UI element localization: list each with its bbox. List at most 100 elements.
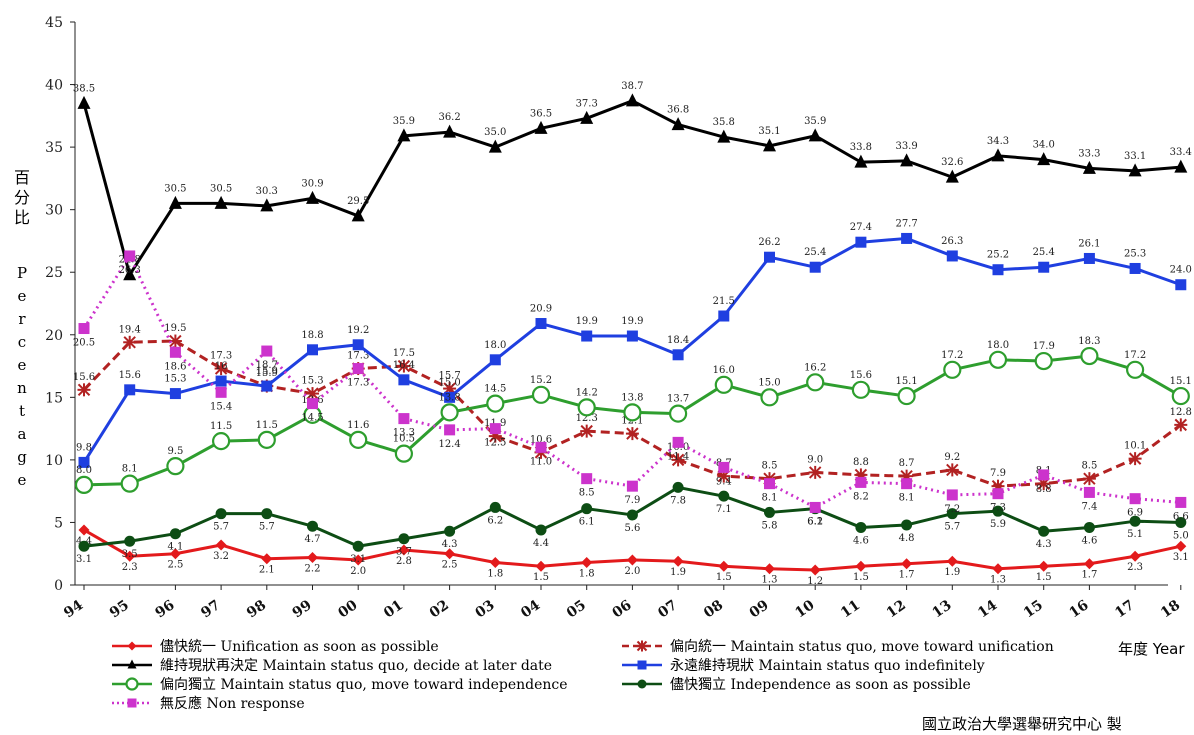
data-label: 19.5 <box>164 323 186 334</box>
point-marker <box>625 93 639 107</box>
data-label: 30.3 <box>256 186 278 197</box>
data-label: 7.3 <box>990 503 1006 514</box>
series-5: 8.08.19.511.511.513.611.610.513.814.515.… <box>74 336 1192 495</box>
data-label: 35.1 <box>758 126 780 137</box>
data-label: 15.4 <box>210 401 232 412</box>
point-marker <box>1038 469 1050 481</box>
point-marker <box>637 660 647 670</box>
data-label: 11.6 <box>347 420 369 431</box>
legend-label: 維持現狀再決定 Maintain status quo, decide at l… <box>160 658 553 674</box>
point-marker <box>124 550 136 562</box>
point-marker <box>714 375 733 394</box>
data-label: 18.7 <box>256 360 278 371</box>
point-marker <box>672 436 684 448</box>
point-marker <box>1175 279 1187 291</box>
data-label: 8.0 <box>76 465 92 476</box>
point-marker <box>1083 252 1095 264</box>
y-axis-label-char: e <box>17 471 27 489</box>
data-label: 1.5 <box>716 572 732 583</box>
point-marker <box>1129 493 1141 505</box>
point-marker <box>1175 540 1187 552</box>
point-marker <box>855 560 867 572</box>
data-label: 34.3 <box>987 136 1009 147</box>
data-label: 29.5 <box>347 196 369 207</box>
data-label: 17.3 <box>347 378 369 389</box>
point-marker <box>581 473 593 485</box>
series-line <box>82 254 1181 509</box>
point-marker <box>808 128 822 142</box>
legend-item: 偏向統一 Maintain status quo, move toward un… <box>620 636 1054 656</box>
data-label: 12.5 <box>484 438 506 449</box>
data-label: 15.0 <box>438 377 460 388</box>
point-marker <box>78 524 90 536</box>
x-tick-label: 14 <box>975 597 1000 621</box>
legend: 儘快統一 Unification as soon as possible 偏向統一… <box>110 636 1110 712</box>
point-marker <box>488 139 502 153</box>
data-label: 25.3 <box>1124 248 1146 259</box>
data-label: 3.1 <box>1173 552 1189 563</box>
point-marker <box>992 264 1004 276</box>
data-label: 5.7 <box>213 522 229 533</box>
x-tick-label: 09 <box>747 597 772 621</box>
point-marker <box>672 555 684 567</box>
data-label: 1.7 <box>1081 570 1097 581</box>
y-tick-label: 15 <box>45 390 63 406</box>
point-marker <box>946 555 958 567</box>
point-marker <box>672 481 684 493</box>
point-marker <box>1037 152 1051 166</box>
y-tick-label: 20 <box>45 328 63 344</box>
data-label: 25.4 <box>804 247 826 258</box>
point-marker <box>124 535 136 547</box>
point-marker <box>124 384 136 396</box>
legend-swatch <box>622 660 662 670</box>
data-label: 15.6 <box>119 370 141 381</box>
data-label: 35.8 <box>713 117 735 128</box>
y-tick-label: 45 <box>45 15 63 31</box>
data-label: 2.0 <box>350 566 366 577</box>
y-tick-label: 5 <box>54 515 63 531</box>
point-marker <box>806 373 825 392</box>
data-label: 12.3 <box>576 413 598 424</box>
data-label: 1.5 <box>533 572 549 583</box>
point-marker <box>1082 472 1096 486</box>
data-label: 16.4 <box>393 360 415 371</box>
data-label: 1.5 <box>853 572 869 583</box>
data-label: 15.1 <box>1170 376 1192 387</box>
data-label: 2.3 <box>1127 562 1143 573</box>
point-marker <box>394 444 413 463</box>
data-label: 15.3 <box>164 374 186 385</box>
data-label: 36.5 <box>530 108 552 119</box>
y-axis-label-char: c <box>17 333 27 351</box>
point-marker <box>626 554 638 566</box>
data-label: 8.1 <box>122 464 138 475</box>
data-label: 15.3 <box>301 376 323 387</box>
data-label: 30.5 <box>164 183 186 194</box>
data-label: 15.0 <box>758 377 780 388</box>
point-marker <box>397 359 411 373</box>
point-marker <box>486 394 505 413</box>
data-label: 9.5 <box>167 446 183 457</box>
y-axis-label-char: 比 <box>13 208 30 227</box>
x-tick-label: 06 <box>610 597 635 621</box>
data-label: 33.3 <box>1078 148 1100 159</box>
point-marker <box>764 563 775 575</box>
point-marker <box>169 346 181 358</box>
data-label: 9.4 <box>716 476 732 487</box>
legend-label: 偏向獨立 Maintain status quo, move toward in… <box>160 677 568 693</box>
point-marker <box>626 480 638 492</box>
x-tick-label: 05 <box>564 597 589 621</box>
data-label: 12.4 <box>438 439 460 450</box>
point-marker <box>168 195 182 209</box>
x-axis-label: 年度 Year <box>1118 640 1185 658</box>
point-marker <box>257 430 276 449</box>
point-marker <box>352 339 364 351</box>
data-label: 5.1 <box>1127 529 1143 540</box>
point-marker <box>77 383 91 397</box>
data-label: 26.1 <box>1078 238 1100 249</box>
y-axis-label-char: P <box>16 264 28 282</box>
data-label: 4.8 <box>899 533 915 544</box>
data-label: 8.5 <box>579 488 595 499</box>
point-marker <box>261 508 273 520</box>
y-tick-label: 35 <box>45 140 63 156</box>
